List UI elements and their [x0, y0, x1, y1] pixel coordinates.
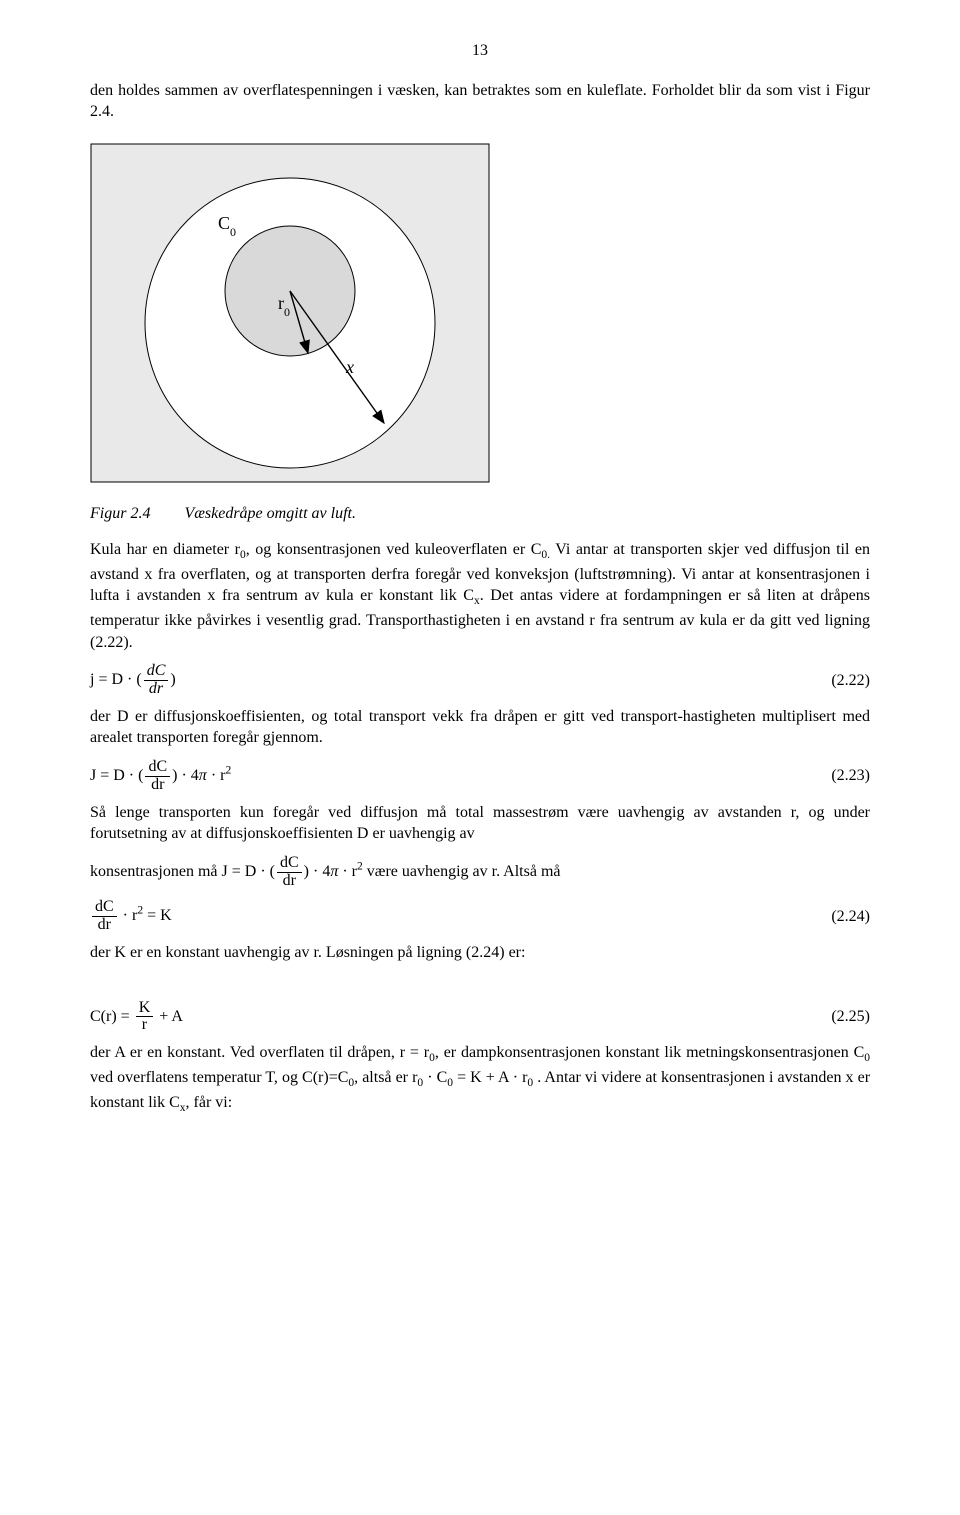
page-number: 13: [90, 40, 870, 62]
eq-2-23-num: (2.23): [831, 765, 870, 787]
label-x: x: [345, 357, 354, 377]
body-paragraph-1: Kula har en diameter r0, og konsentrasjo…: [90, 539, 870, 653]
p5-d: , altså er: [354, 1069, 408, 1086]
eq-2-25-expr: C(r) = Kr + A: [90, 1000, 183, 1035]
inline-eq-J: J = D · (dCdr) · 4π · r2: [222, 863, 367, 880]
p3b-a: konsentrasjonen må: [90, 863, 222, 880]
p1-a: Kula har en diameter r: [90, 541, 240, 558]
body-paragraph-3a: Så lenge transporten kun foregår ved dif…: [90, 802, 870, 845]
eq-2-23-expr: J = D · (dCdr) · 4π · r2: [90, 759, 231, 794]
eq-2-22-expr: j = D · (dCdr): [90, 663, 176, 698]
spacer: [90, 974, 870, 992]
p5-c: ved overflatens temperatur T, og C(r)=C: [90, 1069, 348, 1086]
p5-a: der A er en konstant. Ved overflaten til…: [90, 1044, 429, 1061]
intro-paragraph: den holdes sammen av overflatespenningen…: [90, 80, 870, 123]
sub-0: 0.: [541, 549, 550, 561]
equation-2-24: dCdr · r2 = K (2.24): [90, 899, 870, 934]
eq-2-24-num: (2.24): [831, 906, 870, 928]
figure-caption-text: Væskedråpe omgitt av luft.: [184, 505, 356, 522]
figure-2-4: C0 r0 x: [90, 143, 870, 490]
inline-eq-r0C0: r0 · C0 = K + A · r0: [412, 1069, 537, 1086]
figure-svg: C0 r0 x: [90, 143, 490, 483]
eq-2-25-num: (2.25): [831, 1006, 870, 1028]
body-paragraph-3b: konsentrasjonen må J = D · (dCdr) · 4π ·…: [90, 855, 870, 890]
sub-0: 0: [864, 1052, 870, 1064]
figure-caption: Figur 2.4 Væskedråpe omgitt av luft.: [90, 503, 870, 525]
body-paragraph-5: der A er en konstant. Ved overflaten til…: [90, 1042, 870, 1116]
equation-2-22: j = D · (dCdr) (2.22): [90, 663, 870, 698]
p5-f: , får vi:: [186, 1094, 233, 1111]
equation-2-23: J = D · (dCdr) · 4π · r2 (2.23): [90, 759, 870, 794]
p1-b: , og konsentrasjonen ved kuleoverflaten …: [246, 541, 542, 558]
eq-2-22-num: (2.22): [831, 670, 870, 692]
figure-caption-label: Figur 2.4: [90, 505, 150, 522]
body-paragraph-2: der D er diffusjonskoeffisienten, og tot…: [90, 706, 870, 749]
p5-b: , er dampkonsentrasjonen konstant lik me…: [435, 1044, 864, 1061]
eq-2-24-expr: dCdr · r2 = K: [90, 899, 172, 934]
p3b-c: være uavhengig av r. Altså må: [367, 863, 561, 880]
equation-2-25: C(r) = Kr + A (2.25): [90, 1000, 870, 1035]
body-paragraph-4: der K er en konstant uavhengig av r. Løs…: [90, 942, 870, 964]
